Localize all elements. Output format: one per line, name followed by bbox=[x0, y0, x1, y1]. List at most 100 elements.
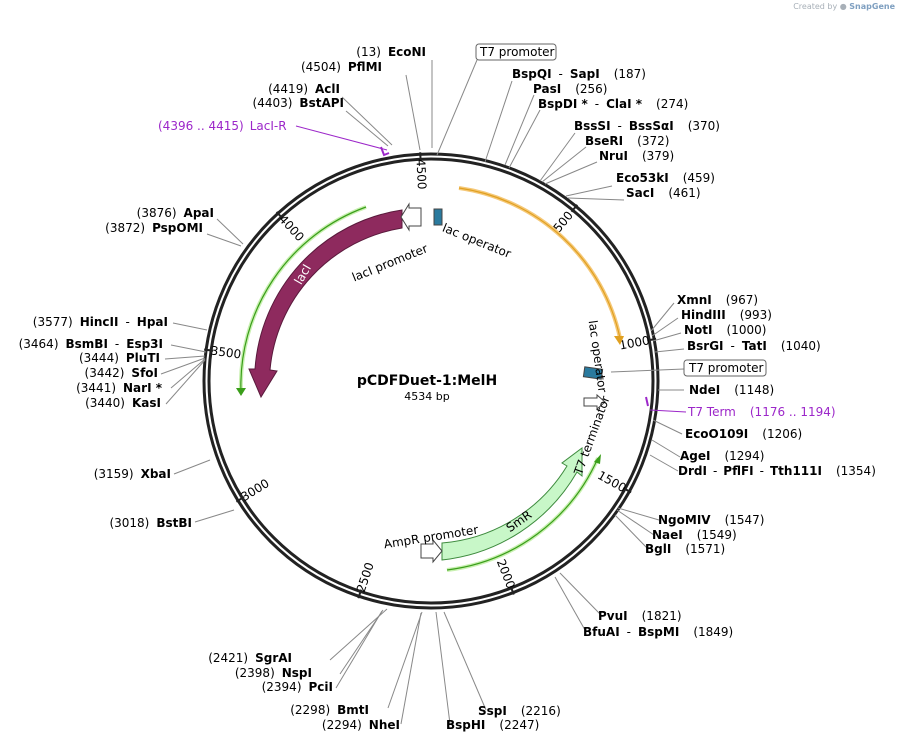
orange-arc-arrow-icon bbox=[614, 336, 624, 345]
backbone-outer-ring bbox=[202, 152, 660, 610]
t7-promoter-top-box bbox=[475, 43, 557, 61]
plasmid-title: pCDFDuet-1:MelH 4534 bp bbox=[357, 373, 497, 403]
laci-r-primer-mark bbox=[380, 146, 390, 157]
tick-mark-500 bbox=[570, 204, 579, 213]
site-label-naei: NaeI (1549) bbox=[652, 528, 737, 542]
site-label-pflmi: (4504) PflMI bbox=[301, 60, 382, 74]
tick-label-1500: 1500 bbox=[595, 468, 628, 495]
site-label-bspdi: BspDI * - ClaI * (274) bbox=[538, 97, 688, 111]
t7-promoter-top-label: T7 promoter bbox=[479, 45, 555, 59]
site-label-kasi: (3440) KasI bbox=[85, 396, 161, 410]
site-label-pasi: PasI (256) bbox=[533, 82, 607, 96]
site-label-eco53ki: Eco53kI (459) bbox=[616, 171, 715, 185]
tick-label-4000: 4000 bbox=[276, 212, 307, 244]
tick-mark-1500 bbox=[622, 487, 632, 494]
tick-label-3500: 3500 bbox=[210, 344, 242, 362]
site-label-bsmbi: (3464) BsmBI - Esp3I bbox=[19, 337, 163, 351]
site-label-pluti: (3444) PluTI bbox=[79, 351, 160, 365]
site-label-bstbi: (3018) BstBI bbox=[109, 516, 192, 530]
site-label-nrui: NruI (379) bbox=[599, 149, 674, 163]
site-label-agei: AgeI (1294) bbox=[680, 449, 764, 463]
green-arc-arrow-icon bbox=[236, 388, 246, 396]
t7-promoter-right-box bbox=[683, 359, 767, 377]
tick-mark-1000 bbox=[647, 337, 657, 342]
site-label-bfuai: BfuAI - BspMI (1849) bbox=[583, 625, 733, 639]
site-label-xmni: XmnI (967) bbox=[677, 293, 758, 307]
smr-gene-arrow bbox=[441, 447, 583, 561]
plasmid-backbone bbox=[202, 152, 660, 610]
feature-arcs bbox=[236, 146, 649, 572]
tick-label-1000: 1000 bbox=[618, 333, 651, 352]
site-label-bgli: BglI (1571) bbox=[645, 542, 725, 556]
site-label-nari: (3441) NarI * bbox=[76, 381, 163, 395]
tick-label-2000: 2000 bbox=[494, 557, 518, 591]
green-feature-arc-smr-core bbox=[446, 457, 599, 571]
orange-feature-arc bbox=[458, 186, 622, 339]
laci-promoter-label: lacI promoter bbox=[350, 241, 430, 284]
lac-operator-top-box bbox=[433, 208, 443, 226]
tick-label-2500: 2500 bbox=[354, 561, 377, 594]
site-label-apai: (3876) ApaI bbox=[137, 206, 214, 220]
site-label-eco0109i: EcoO109I (1206) bbox=[685, 427, 802, 441]
site-label-pcii: (2394) PciI bbox=[262, 680, 333, 694]
lac-operator-right-label: lac operator bbox=[586, 319, 610, 393]
site-label-sgrai: (2421) SgrAI bbox=[208, 651, 292, 665]
site-label-bsrgi: BsrGI - TatI (1040) bbox=[687, 339, 821, 353]
snapgene-credit: Created by ● SnapGene bbox=[793, 2, 895, 11]
site-label-econi: (13) EcoNI bbox=[356, 45, 426, 59]
site-label-ndei: NdeI (1148) bbox=[689, 383, 774, 397]
laci-gene-arrow bbox=[248, 209, 403, 399]
site-label-sspi: SspI (2216) bbox=[478, 704, 561, 718]
restriction-site-labels: (13) EcoNI (4504) PflMI (4419) AclI (4403) B… bbox=[19, 45, 876, 732]
t7-terminator-label: T7 terminator bbox=[571, 394, 613, 477]
orange-feature-arc-core bbox=[458, 187, 621, 339]
laci-r-primer-label: (4396 .. 4415) LacI-R bbox=[158, 119, 287, 133]
site-label-nhei: (2294) NheI bbox=[322, 718, 400, 732]
leader-lines bbox=[160, 59, 687, 725]
site-label-bspqi: BspQI - SapI (187) bbox=[512, 67, 646, 81]
primer-labels: (4396 .. 4415) LacI-R T7 Term (1176 .. 119… bbox=[158, 119, 836, 419]
site-label-drdi: DrdI - PflFI - Tth111I (1354) bbox=[678, 464, 876, 478]
site-label-acli: (4419) AclI bbox=[268, 82, 340, 96]
site-label-pspomi: (3872) PspOMI bbox=[105, 221, 203, 235]
site-label-bsssi: BssSI - BssSαI (370) bbox=[574, 119, 720, 133]
backbone-inner-ring bbox=[207, 157, 655, 605]
tick-mark-2500 bbox=[357, 589, 363, 599]
green-smr-arrow-icon bbox=[594, 454, 601, 464]
site-label-bmti: (2298) BmtI bbox=[290, 703, 369, 717]
t7-promoter-arrow-icon bbox=[583, 393, 606, 411]
green-feature-arc-laci-core bbox=[240, 206, 367, 394]
plasmid-length: 4534 bp bbox=[404, 390, 449, 403]
site-label-saci: SacI (461) bbox=[626, 186, 701, 200]
t7-promoter-right-label: T7 promoter bbox=[688, 361, 764, 375]
laci-promoter-arrow-icon bbox=[400, 202, 422, 232]
snapgene-logo-icon: ● bbox=[839, 2, 847, 11]
site-label-sfoi: (3442) SfoI bbox=[85, 366, 158, 380]
lac-operator-right-box bbox=[582, 366, 604, 380]
boxed-labels: T7 promoter T7 promoter bbox=[475, 43, 767, 377]
site-label-xbai: (3159) XbaI bbox=[94, 467, 171, 481]
ampr-promoter-arrow-icon bbox=[420, 538, 443, 564]
site-label-nspi: (2398) NspI bbox=[235, 666, 312, 680]
tick-mark-3000 bbox=[235, 496, 245, 503]
tick-label-3000: 3000 bbox=[238, 476, 271, 504]
site-label-hincii: (3577) HincII - HpaI bbox=[33, 315, 168, 329]
site-label-bstapi: (4403) BstAPI bbox=[253, 96, 344, 110]
credit-brand: SnapGene bbox=[849, 2, 895, 11]
site-label-bsphi: BspHI (2247) bbox=[446, 718, 539, 732]
site-label-hindiii: HindIII (993) bbox=[681, 308, 772, 322]
tick-mark-3500 bbox=[204, 348, 214, 352]
site-label-bseri: BseRI (372) bbox=[585, 134, 669, 148]
plasmid-name: pCDFDuet-1:MelH bbox=[357, 373, 497, 389]
tick-label-4500: 4500 bbox=[414, 159, 429, 190]
site-label-noti: NotI (1000) bbox=[684, 323, 766, 337]
t7-term-primer-label: T7 Term (1176 .. 1194) bbox=[687, 405, 836, 419]
site-label-pvui: PvuI (1821) bbox=[598, 609, 682, 623]
lac-operator-top-label: lac operator bbox=[440, 221, 513, 261]
tick-mark-2000 bbox=[509, 585, 515, 595]
tick-mark-4000 bbox=[275, 211, 284, 220]
site-label-ngomiv: NgoMIV (1547) bbox=[658, 513, 764, 527]
credit-prefix: Created by bbox=[793, 2, 838, 11]
t7-term-primer-mark bbox=[645, 396, 649, 407]
